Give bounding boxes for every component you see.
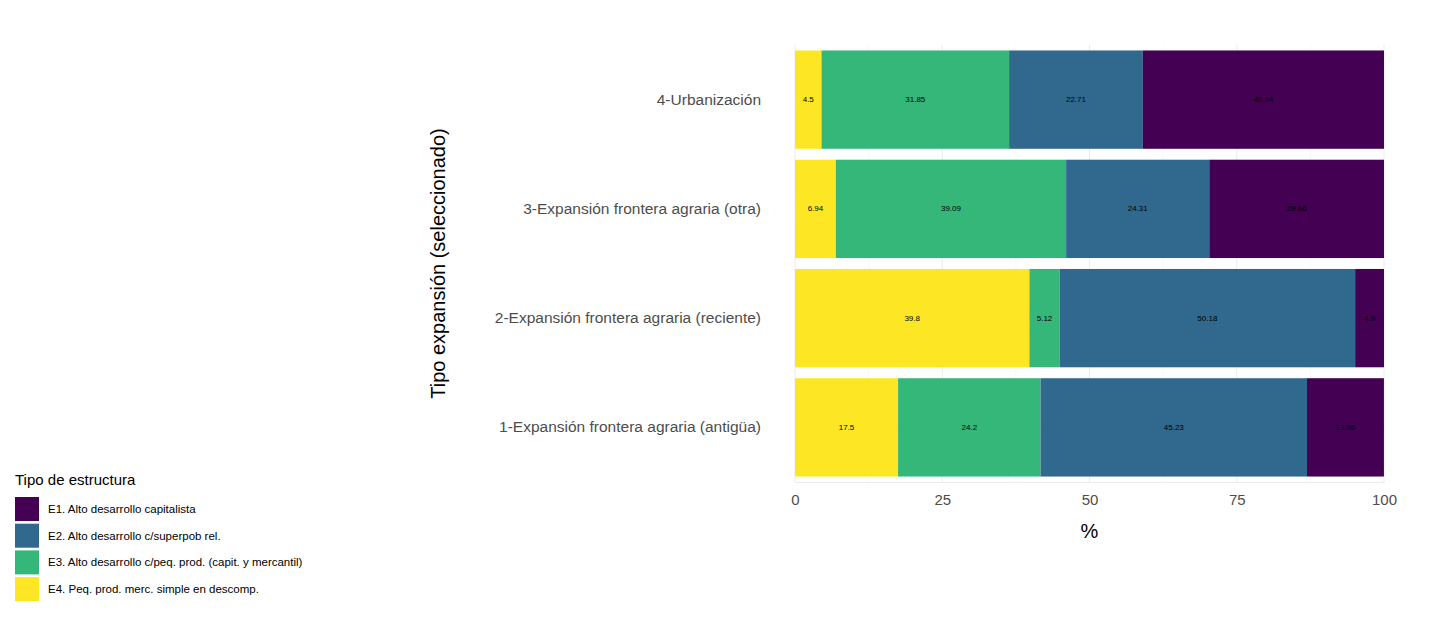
y-tick: 2-Expansión frontera agraria (reciente) (495, 309, 795, 326)
x-tick: 50 (1082, 482, 1099, 508)
legend-title: Tipo de estructura (15, 471, 136, 488)
data-label: 31.85 (905, 95, 926, 104)
y-tick-label: 1-Expansión frontera agraria (antigüa) (499, 418, 761, 435)
data-label: 5.12 (1037, 314, 1053, 323)
data-label: 17.5 (839, 423, 855, 432)
bar-segment (1041, 378, 1307, 476)
legend-label: E3. Alto desarrollo c/peq. prod. (capit.… (48, 556, 303, 568)
bar-segment (795, 160, 836, 258)
bar-segment (1009, 50, 1143, 148)
legend-key (15, 524, 39, 548)
bar-segment (1066, 160, 1209, 258)
data-label: 22.71 (1066, 95, 1087, 104)
legend-label: E2. Alto desarrollo c/superpob rel. (48, 530, 221, 542)
data-labels: 17.5 24.2 45.23 13.06 39.8 5.12 50.18 4.9 6.94 39… (803, 95, 1376, 432)
y-axis: 1-Expansión frontera agraria (antigüa) 2-… (495, 91, 795, 436)
data-label: 24.31 (1128, 204, 1149, 213)
bar-segment (795, 50, 822, 148)
bar-segment (1143, 50, 1384, 148)
bar-segment (822, 50, 1010, 148)
y-tick: 4-Urbanización (657, 91, 795, 108)
x-tick-label: 75 (1229, 491, 1246, 508)
bars (795, 50, 1384, 476)
x-tick-label: 50 (1082, 491, 1099, 508)
data-label: 45.23 (1164, 423, 1185, 432)
data-label: 4.9 (1364, 314, 1376, 323)
bar-segment (1355, 269, 1384, 367)
bar-segment (1209, 160, 1384, 258)
legend-key (15, 577, 39, 601)
data-label: 40.94 (1253, 95, 1274, 104)
y-axis-title: Tipo expansión (seleccionado) (427, 128, 449, 399)
bar-segment (795, 378, 898, 476)
y-tick-label: 4-Urbanización (657, 91, 761, 108)
bar-segment (836, 160, 1066, 258)
legend: Tipo de estructura E1. Alto desarrollo ca… (15, 471, 303, 601)
legend-key (15, 550, 39, 574)
x-tick: 75 (1229, 482, 1246, 508)
x-tick-label: 0 (791, 491, 799, 508)
legend-label: E4. Peq. prod. merc. simple en descomp. (48, 583, 259, 595)
x-tick: 100 (1372, 482, 1397, 508)
data-label: 39.8 (904, 314, 920, 323)
data-label: 6.94 (808, 204, 824, 213)
y-tick-label: 2-Expansión frontera agraria (reciente) (495, 309, 761, 326)
x-tick-label: 25 (934, 491, 951, 508)
y-tick: 1-Expansión frontera agraria (antigüa) (499, 418, 795, 435)
data-label: 13.06 (1335, 423, 1356, 432)
data-label: 24.2 (962, 423, 978, 432)
legend-key (15, 497, 39, 521)
data-label: 4.5 (803, 95, 815, 104)
bar-segment (795, 269, 1029, 367)
bar-segment (1060, 269, 1356, 367)
chart: 17.5 24.2 45.23 13.06 39.8 5.12 50.18 4.9 6.94 39… (0, 0, 1431, 631)
bar-segment (898, 378, 1041, 476)
x-axis: 0 25 50 75 100 (791, 482, 1397, 508)
x-tick: 25 (934, 482, 951, 508)
y-tick: 3-Expansión frontera agraria (otra) (523, 200, 795, 217)
legend-label: E1. Alto desarrollo capitalista (48, 503, 196, 515)
data-label: 39.09 (941, 204, 962, 213)
data-label: 29.66 (1287, 204, 1308, 213)
x-axis-title: % (1081, 520, 1099, 542)
x-tick: 0 (791, 482, 799, 508)
x-tick-label: 100 (1372, 491, 1397, 508)
y-tick-label: 3-Expansión frontera agraria (otra) (523, 200, 761, 217)
grid (795, 45, 1384, 482)
x-axis-line (796, 482, 1385, 483)
data-label: 50.18 (1197, 314, 1218, 323)
bar-segment (1307, 378, 1384, 476)
bar-segment (1029, 269, 1059, 367)
